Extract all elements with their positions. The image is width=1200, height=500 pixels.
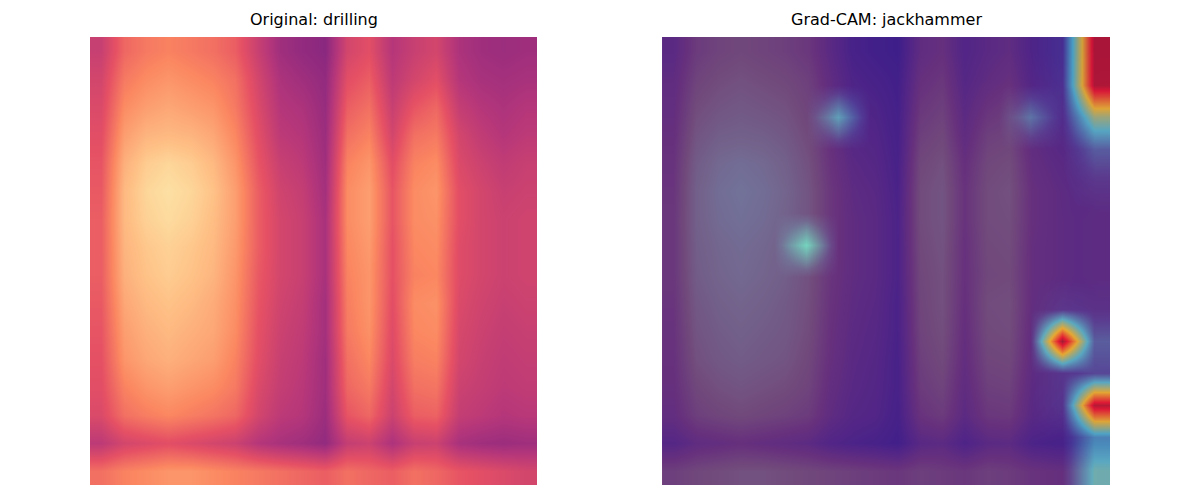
svg-text:Original: drilling: Original: drilling (250, 10, 378, 29)
svg-text:Grad-CAM: jackhammer: Grad-CAM: jackhammer (791, 10, 982, 29)
